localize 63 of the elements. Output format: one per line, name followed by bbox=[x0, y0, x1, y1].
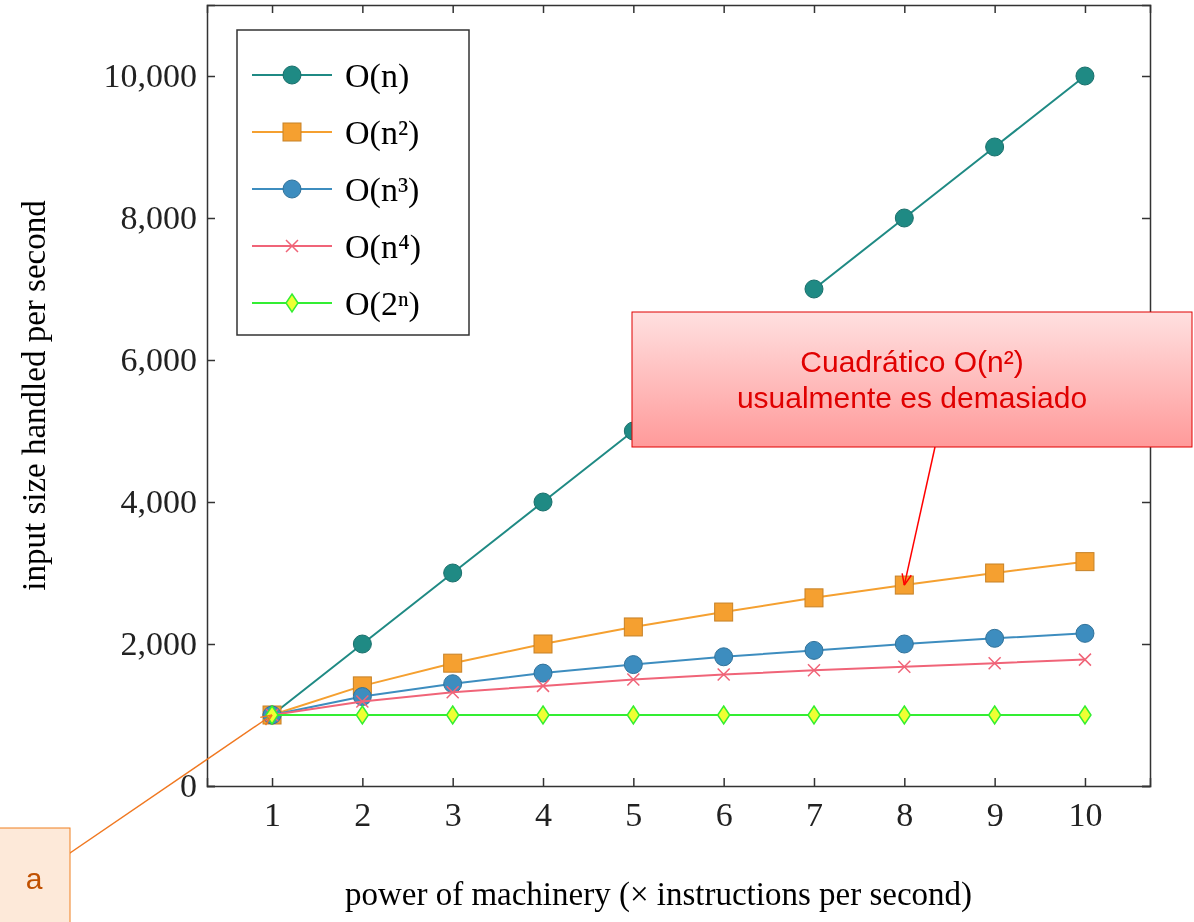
point bbox=[897, 705, 912, 725]
point bbox=[533, 634, 553, 654]
point bbox=[533, 492, 553, 512]
annotation: Cuadrático O(n²) usualmente es demasiado bbox=[736, 345, 1088, 414]
legend-label: O(2ⁿ) bbox=[345, 285, 420, 323]
y-tick-label: 8,000 bbox=[120, 199, 197, 237]
legend-label: O(n³) bbox=[345, 171, 420, 209]
point bbox=[807, 663, 821, 678]
x-tick-label: 3 bbox=[444, 796, 462, 834]
point bbox=[897, 659, 912, 674]
point bbox=[623, 617, 643, 637]
point bbox=[626, 705, 641, 725]
point bbox=[714, 602, 734, 622]
point bbox=[1078, 705, 1092, 725]
y-tick-label: 10,000 bbox=[103, 57, 197, 95]
point bbox=[443, 563, 463, 583]
point bbox=[443, 653, 463, 673]
point bbox=[536, 679, 550, 693]
point bbox=[985, 137, 1005, 157]
point bbox=[623, 655, 643, 675]
point bbox=[355, 705, 370, 725]
point bbox=[985, 563, 1005, 583]
point bbox=[987, 705, 1002, 725]
x-axis-title: power of machinery (× instructions per second) bbox=[344, 876, 973, 913]
x-tick-label: 4 bbox=[535, 796, 553, 834]
point bbox=[536, 705, 550, 725]
point bbox=[804, 279, 824, 299]
y-tick-label: 0 bbox=[180, 767, 197, 805]
point bbox=[985, 628, 1005, 648]
point bbox=[533, 663, 553, 683]
y-tick-label: 4,000 bbox=[120, 483, 197, 521]
y-axis-title: input size handled per second bbox=[16, 199, 52, 591]
point bbox=[716, 667, 731, 682]
legend-label: O(n⁴) bbox=[345, 228, 422, 266]
point bbox=[1078, 652, 1092, 667]
y-tick-label: 6,000 bbox=[120, 341, 197, 379]
point bbox=[804, 588, 824, 608]
point bbox=[352, 634, 372, 654]
point bbox=[807, 705, 821, 725]
x-tick-label: 5 bbox=[625, 796, 643, 834]
y-tick-label: 2,000 bbox=[120, 625, 197, 663]
x-tick-label: 2 bbox=[354, 796, 372, 834]
point bbox=[445, 685, 460, 700]
point bbox=[894, 634, 914, 654]
annotation: a bbox=[25, 861, 43, 895]
point bbox=[714, 647, 734, 667]
x-tick-label: 8 bbox=[896, 796, 914, 834]
x-tick-label: 6 bbox=[715, 796, 733, 834]
x-tick-label: 10 bbox=[1068, 796, 1103, 834]
legend-label: O(n²) bbox=[345, 114, 420, 152]
x-tick-label: 1 bbox=[264, 796, 282, 834]
legend-label: O(n) bbox=[345, 57, 410, 95]
point bbox=[987, 656, 1002, 670]
point bbox=[716, 705, 731, 725]
point bbox=[445, 705, 460, 725]
x-tick-label: 9 bbox=[986, 796, 1004, 834]
point bbox=[1075, 66, 1095, 86]
point bbox=[894, 208, 914, 228]
point bbox=[1075, 623, 1095, 643]
point bbox=[804, 640, 824, 660]
x-tick-label: 7 bbox=[805, 796, 823, 834]
point bbox=[1075, 552, 1095, 572]
point bbox=[626, 672, 641, 687]
